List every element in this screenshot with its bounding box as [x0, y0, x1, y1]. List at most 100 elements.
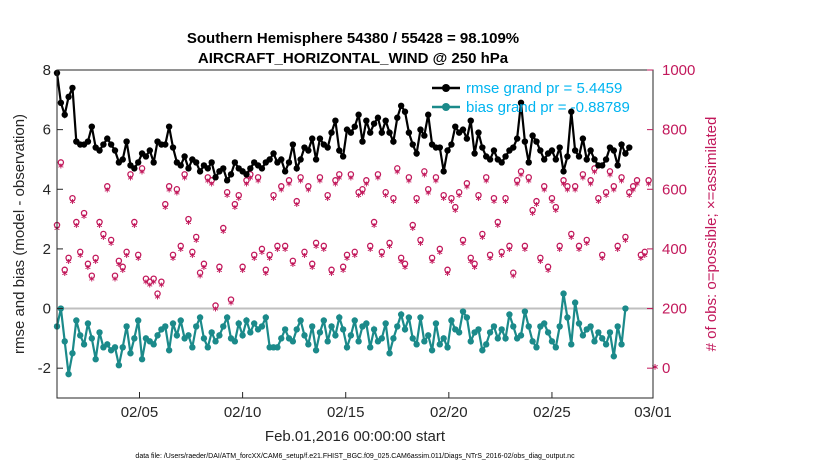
- bias-series-point: [444, 344, 451, 351]
- obs-assimilated-marker: *: [394, 167, 400, 180]
- y-axis-left-label: rmse and bias (model - observation): [11, 114, 28, 354]
- rmse-series-point: [401, 108, 409, 115]
- bias-series-point: [301, 332, 308, 339]
- bias-series-point: [394, 323, 401, 330]
- obs-assimilated-marker: *: [638, 254, 644, 267]
- obs-possible-marker: [185, 215, 192, 223]
- bias-series-point: [258, 323, 266, 330]
- bias-series-point: [84, 320, 92, 327]
- x-tick-label: 02/15: [327, 404, 365, 421]
- rmse-series-point: [305, 147, 312, 154]
- rmse-series-point: [564, 153, 571, 160]
- obs-assimilated-marker: *: [128, 173, 134, 186]
- obs-assimilated-marker: *: [545, 266, 551, 279]
- bias-series-point: [289, 338, 297, 345]
- bias-series-point: [305, 341, 312, 348]
- obs-possible-marker: [629, 183, 637, 190]
- obs-assimilated-marker: *: [623, 236, 629, 249]
- obs-possible-marker: [521, 242, 529, 250]
- obs-assimilated-marker: *: [189, 251, 195, 264]
- x-tick-label: 02/05: [121, 404, 159, 421]
- obs-assimilated-marker: *: [305, 185, 311, 198]
- obs-assimilated-marker: *: [410, 224, 416, 237]
- obs-assimilated-marker: *: [317, 176, 323, 189]
- obs-assimilated-marker: *: [530, 209, 536, 222]
- obs-assimilated-marker: *: [387, 242, 393, 255]
- rmse-series-point: [328, 129, 335, 136]
- bias-series-point: [343, 344, 351, 351]
- obs-assimilated-marker: *: [356, 191, 362, 204]
- obs-possible-marker: [479, 230, 486, 238]
- obs-assimilated-marker: *: [155, 293, 161, 306]
- bias-series-point: [165, 347, 173, 354]
- obs-possible-marker: [409, 221, 416, 229]
- obs-assimilated-marker: *: [456, 191, 462, 204]
- obs-assimilated-marker: *: [599, 254, 605, 267]
- obs-assimilated-marker: *: [321, 245, 327, 258]
- obs-possible-marker: [73, 218, 80, 226]
- bias-series-point: [467, 338, 474, 345]
- rmse-series-point: [440, 168, 447, 175]
- rmse-series-point: [463, 135, 471, 142]
- obs-assimilated-marker: *: [282, 245, 288, 258]
- obs-possible-marker: [510, 269, 517, 276]
- rmse-series-point: [332, 117, 339, 124]
- rmse-series-point: [448, 141, 455, 148]
- obs-assimilated-marker: *: [259, 248, 265, 261]
- obs-assimilated-marker: *: [135, 254, 141, 267]
- y-left-tick-label: 4: [43, 181, 51, 198]
- obs-assimilated-marker: *: [70, 197, 76, 210]
- bias-series-point: [564, 314, 571, 321]
- obs-possible-marker: [382, 188, 389, 196]
- x-axis-label: Feb.01,2016 00:00:00 start: [265, 428, 446, 445]
- bias-series-point: [65, 370, 72, 378]
- obs-assimilated-marker: *: [460, 239, 466, 252]
- obs-assimilated-marker: *: [344, 254, 350, 267]
- obs-possible-marker: [138, 165, 146, 172]
- rmse-series-point: [57, 99, 65, 107]
- y-right-tick-label: 1000: [662, 62, 695, 79]
- obs-possible-marker: [328, 266, 335, 274]
- obs-assimilated-marker: *: [275, 245, 281, 258]
- bias-series-point: [401, 326, 409, 333]
- bias-series-point: [196, 314, 204, 321]
- rmse-series-point: [367, 129, 374, 136]
- bias-series-point: [405, 314, 413, 321]
- bias-series-point: [77, 332, 84, 339]
- obs-possible-marker: [421, 168, 428, 175]
- y-left-tick-label: 2: [43, 241, 51, 258]
- obs-possible-marker: [366, 242, 374, 250]
- obs-possible-marker: [289, 257, 297, 265]
- obs-possible-marker: [564, 183, 571, 190]
- bias-series-point: [73, 317, 80, 324]
- rmse-series-point: [100, 141, 107, 148]
- obs-possible-marker: [181, 171, 188, 178]
- obs-assimilated-marker: *: [112, 275, 118, 288]
- rmse-series-point: [324, 144, 331, 151]
- obs-assimilated-marker: *: [541, 185, 547, 198]
- rmse-series-point: [212, 174, 219, 181]
- obs-zero-marker: *: [652, 362, 659, 376]
- obs-possible-marker: [212, 302, 219, 309]
- obs-possible-marker: [568, 230, 575, 238]
- obs-possible-marker: [502, 194, 509, 202]
- obs-possible-marker: [278, 183, 285, 190]
- rmse-series-point: [413, 150, 420, 157]
- obs-possible-marker: [544, 263, 552, 271]
- bias-series-point: [595, 329, 602, 336]
- obs-possible-marker: [540, 183, 548, 190]
- y-axis-left-ticks: -2 0 2 4 6 8: [38, 62, 63, 377]
- obs-possible-marker: [293, 197, 300, 205]
- bias-series-point: [521, 308, 529, 315]
- bias-series-point: [88, 335, 96, 342]
- bias-series-point: [560, 290, 567, 297]
- obs-assimilated-marker: *: [375, 173, 381, 186]
- rmse-series-point: [610, 147, 618, 154]
- bias-series-point: [336, 314, 343, 321]
- obs-possible-marker: [386, 239, 393, 247]
- obs-possible-marker: [622, 233, 629, 241]
- obs-possible-marker: [123, 248, 130, 256]
- obs-possible-marker: [96, 218, 103, 226]
- rmse-series-point: [119, 156, 126, 163]
- obs-possible-marker: [432, 174, 440, 181]
